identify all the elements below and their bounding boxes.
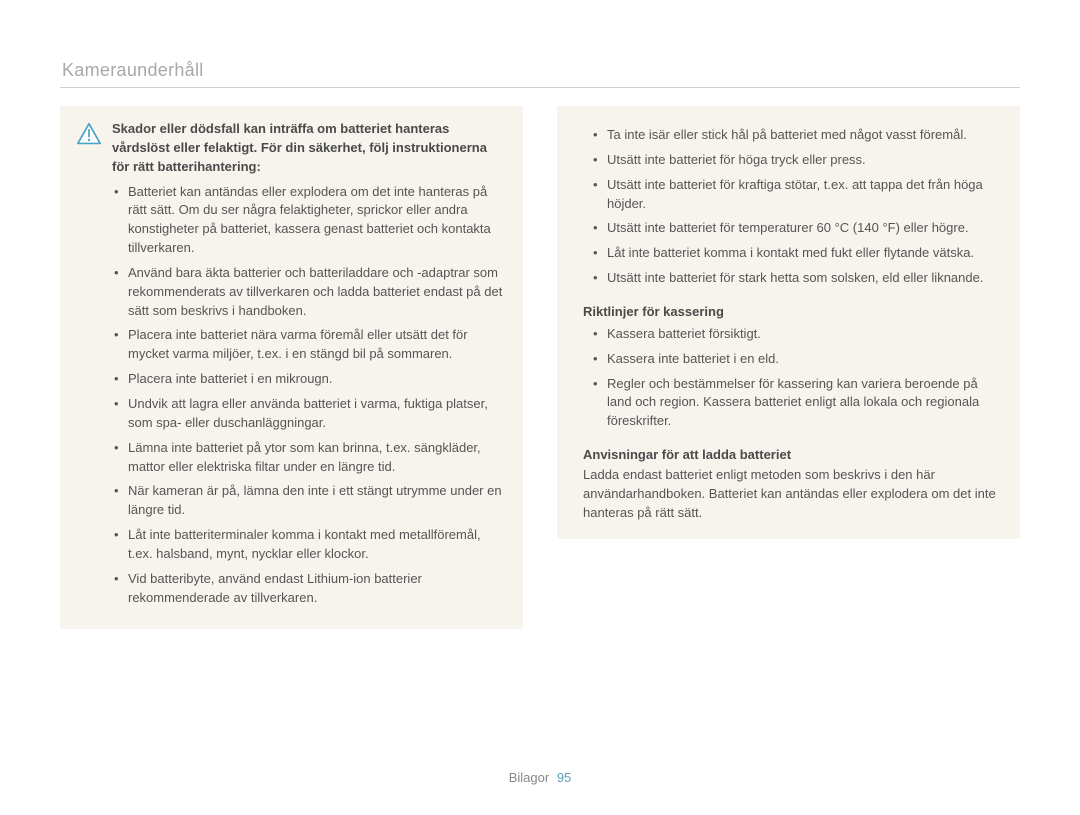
list-item: Låt inte batteriterminaler komma i konta… <box>118 526 503 564</box>
title-rule <box>60 87 1020 88</box>
warning-box-right: Ta inte isär eller stick hål på batterie… <box>557 106 1020 539</box>
warning-header: Skador eller dödsfall kan inträffa om ba… <box>76 120 503 177</box>
disposal-bullet-list: Kassera batteriet försiktigt. Kassera in… <box>573 325 1000 431</box>
right-bullet-list-continued: Ta inte isär eller stick hål på batterie… <box>573 126 1000 288</box>
list-item: Placera inte batteriet i en mikrougn. <box>118 370 503 389</box>
list-item: Använd bara äkta batterier och batterila… <box>118 264 503 321</box>
right-column: Ta inte isär eller stick hål på batterie… <box>557 106 1020 629</box>
list-item: Utsätt inte batteriet för temperaturer 6… <box>597 219 1000 238</box>
list-item: Regler och bestämmelser för kassering ka… <box>597 375 1000 432</box>
footer-page-number: 95 <box>557 770 571 785</box>
list-item: Vid batteribyte, använd endast Lithium-i… <box>118 570 503 608</box>
page-footer: Bilagor 95 <box>0 770 1080 785</box>
list-item: Kassera inte batteriet i en eld. <box>597 350 1000 369</box>
list-item: Placera inte batteriet nära varma föremå… <box>118 326 503 364</box>
list-item: Batteriet kan antändas eller explodera o… <box>118 183 503 258</box>
list-item: Utsätt inte batteriet för höga tryck ell… <box>597 151 1000 170</box>
warning-intro-text: Skador eller dödsfall kan inträffa om ba… <box>112 120 503 177</box>
subheading-disposal: Riktlinjer för kassering <box>583 304 1000 319</box>
warning-triangle-icon <box>76 122 102 146</box>
list-item: Lämna inte batteriet på ytor som kan bri… <box>118 439 503 477</box>
footer-label: Bilagor <box>509 770 549 785</box>
charging-body-text: Ladda endast batteriet enligt metoden so… <box>583 466 1000 523</box>
list-item: Låt inte batteriet komma i kontakt med f… <box>597 244 1000 263</box>
list-item: Undvik att lagra eller använda batteriet… <box>118 395 503 433</box>
list-item: Ta inte isär eller stick hål på batterie… <box>597 126 1000 145</box>
list-item: När kameran är på, lämna den inte i ett … <box>118 482 503 520</box>
list-item: Kassera batteriet försiktigt. <box>597 325 1000 344</box>
manual-page: Kameraunderhåll Skador eller dödsfall ka… <box>0 0 1080 815</box>
left-column: Skador eller dödsfall kan inträffa om ba… <box>60 106 523 629</box>
subheading-charging: Anvisningar för att ladda batteriet <box>583 447 1000 462</box>
section-title: Kameraunderhåll <box>62 60 1020 81</box>
two-column-layout: Skador eller dödsfall kan inträffa om ba… <box>60 106 1020 629</box>
left-bullet-list: Batteriet kan antändas eller explodera o… <box>76 183 503 608</box>
list-item: Utsätt inte batteriet för kraftiga stöta… <box>597 176 1000 214</box>
warning-box-left: Skador eller dödsfall kan inträffa om ba… <box>60 106 523 629</box>
list-item: Utsätt inte batteriet för stark hetta so… <box>597 269 1000 288</box>
